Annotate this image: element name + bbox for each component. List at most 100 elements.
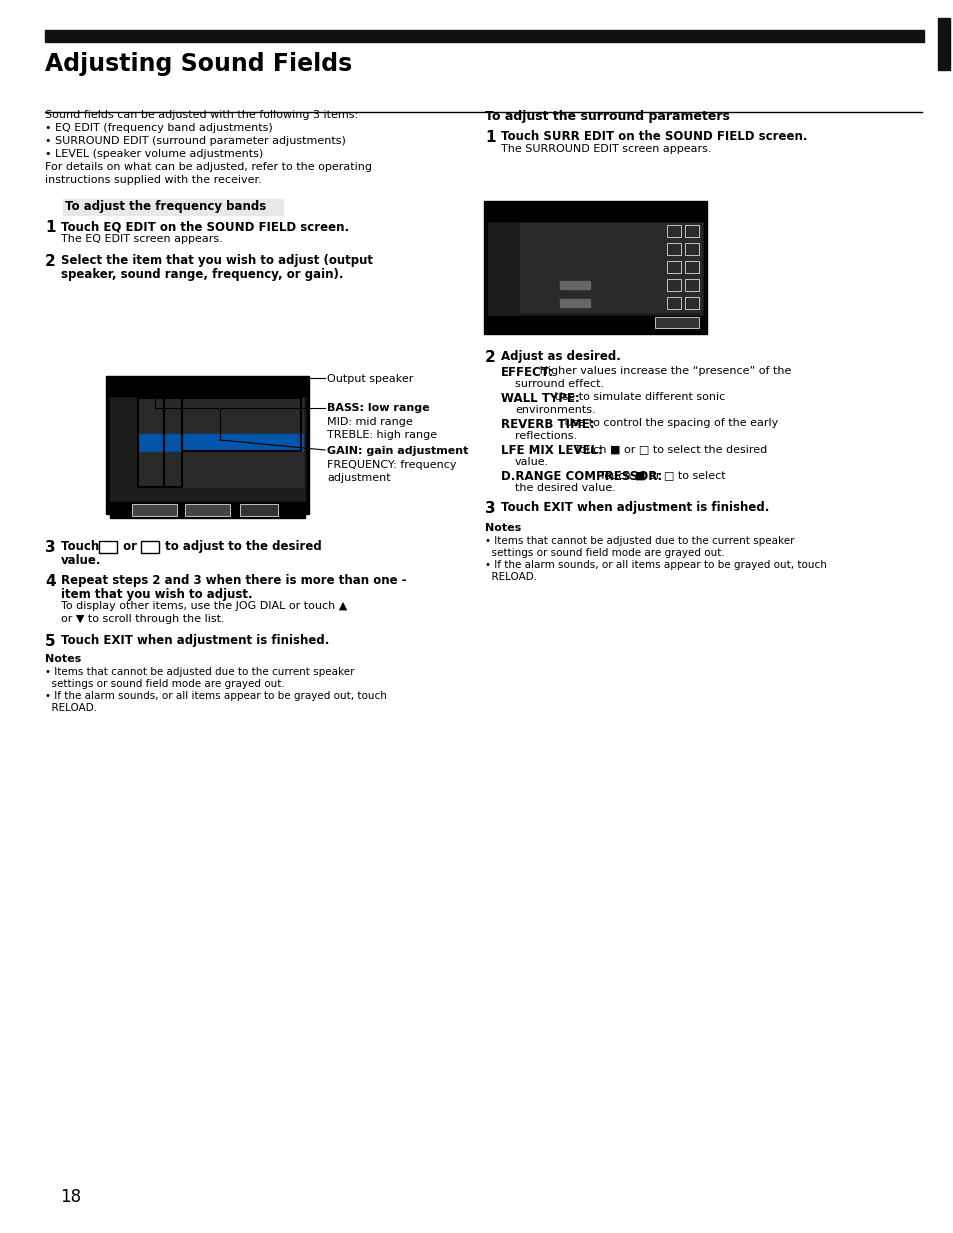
Bar (185, 504, 230, 515)
Text: –: – (672, 263, 675, 268)
Text: • SURROUND EDIT (surround parameter adjustments): • SURROUND EDIT (surround parameter adju… (45, 136, 346, 145)
Bar (488, 205, 702, 221)
Bar (99, 541, 117, 552)
Text: GAIN:: GAIN: (184, 472, 199, 477)
Text: WALL
TYPE: WALL TYPE (521, 243, 535, 254)
Text: FRONT: FRONT (140, 436, 158, 441)
Text: FILLOAD: FILLOAD (489, 313, 506, 317)
Bar (106, 376, 309, 514)
Text: FREQUENCY: frequency: FREQUENCY: frequency (327, 460, 456, 470)
Text: SURROUND EDIT: SURROUND EDIT (618, 207, 670, 212)
Bar (63, 199, 283, 215)
Text: To adjust the surround parameters: To adjust the surround parameters (484, 110, 729, 123)
Text: 0dB: 0dB (235, 472, 246, 477)
Text: surround effect.: surround effect. (515, 379, 603, 388)
Text: the desired value.: the desired value. (515, 483, 616, 493)
Text: To adjust the frequency bands: To adjust the frequency bands (65, 200, 266, 213)
Text: +: + (203, 506, 213, 515)
Text: Output speaker: Output speaker (327, 374, 413, 383)
Text: 1: 1 (484, 129, 495, 145)
Text: 18: 18 (60, 1189, 81, 1206)
Bar (519, 223, 700, 240)
Bar (655, 317, 699, 328)
Text: • Items that cannot be adjusted due to the current speaker: • Items that cannot be adjusted due to t… (45, 667, 355, 677)
Text: +: + (689, 227, 694, 232)
Text: Select the item that you wish to adjust (output: Select the item that you wish to adjust … (61, 254, 373, 268)
Text: settings or sound field mode are grayed out.: settings or sound field mode are grayed … (484, 547, 724, 559)
Bar (488, 316, 702, 330)
Text: Touch EXIT when adjustment is finished.: Touch EXIT when adjustment is finished. (61, 634, 329, 647)
Text: +: + (689, 245, 694, 250)
Text: FUNCTN: FUNCTN (111, 398, 131, 403)
Text: 3: 3 (484, 501, 496, 515)
Bar (138, 398, 303, 416)
Text: FREQUENCY:: FREQUENCY: (184, 418, 218, 423)
Bar (684, 279, 699, 291)
Text: +10dB: +10dB (227, 399, 246, 404)
Bar (684, 224, 699, 237)
Text: instructions supplied with the receiver.: instructions supplied with the receiver. (45, 175, 261, 185)
Text: 2: 2 (45, 254, 55, 269)
Text: Notes: Notes (484, 523, 520, 533)
Text: EQ EDIT: EQ EDIT (245, 382, 273, 388)
Bar (559, 281, 589, 289)
Text: WALL TYPE:: WALL TYPE: (500, 392, 579, 404)
Text: +: + (689, 281, 694, 286)
Text: RELOAD: RELOAD (111, 493, 131, 498)
Text: –: – (672, 298, 675, 305)
Bar (138, 470, 303, 487)
Text: RELOAD.: RELOAD. (45, 703, 97, 713)
Text: Repeat steps 2 and 3 when there is more than one -: Repeat steps 2 and 3 when there is more … (61, 575, 406, 587)
Text: SETUP: SETUP (111, 473, 127, 478)
Text: –: – (672, 245, 675, 250)
Bar (138, 453, 303, 469)
Bar (110, 380, 305, 510)
Bar (666, 297, 680, 309)
Text: HARD: HARD (564, 243, 578, 248)
Text: value.: value. (515, 457, 549, 467)
Text: Touch: Touch (61, 540, 103, 552)
Text: BAS: BAS (166, 399, 176, 404)
Text: 1: 1 (45, 219, 55, 236)
Bar (666, 243, 680, 255)
Text: BAL: BAL (564, 224, 574, 231)
Bar (132, 504, 177, 515)
Text: LFE MIX
LEVEL: LFE MIX LEVEL (521, 279, 540, 290)
Text: +1dB: +1dB (231, 436, 246, 441)
Text: RELOAD.: RELOAD. (484, 572, 537, 582)
Text: reflections.: reflections. (515, 432, 577, 441)
Text: or: or (119, 540, 141, 552)
Text: SOUND  FIELD: SOUND FIELD (140, 382, 212, 391)
Text: REVERB
TIME: REVERB TIME (521, 261, 541, 271)
Text: MAX: MAX (595, 297, 605, 302)
Text: SOUN
FIEL: SOUN FIEL (489, 240, 501, 249)
Text: 3: 3 (45, 540, 55, 555)
Text: 2: 2 (484, 350, 496, 365)
Text: • If the alarm sounds, or all items appear to be grayed out, touch: • If the alarm sounds, or all items appe… (484, 560, 826, 570)
Text: item that you wish to adjust.: item that you wish to adjust. (61, 588, 253, 600)
Text: +: + (103, 543, 112, 552)
Text: GAIN: gain adjustment: GAIN: gain adjustment (327, 446, 468, 456)
Text: adjustment: adjustment (327, 473, 390, 483)
Text: 2.5kHz: 2.5kHz (227, 454, 246, 459)
Text: +: + (689, 298, 694, 305)
Text: The EQ EDIT screen appears.: The EQ EDIT screen appears. (61, 234, 222, 244)
Bar (519, 240, 700, 258)
Bar (666, 224, 680, 237)
Bar (138, 434, 303, 451)
Text: LIST: LIST (111, 436, 121, 441)
Text: TRE: TRE (166, 454, 176, 459)
Text: SOUND  FIELD: SOUND FIELD (516, 207, 581, 216)
Bar (141, 541, 159, 552)
Text: Use to simulate different sonic: Use to simulate different sonic (551, 392, 724, 402)
Text: Touch EQ EDIT on the SOUND FIELD screen.: Touch EQ EDIT on the SOUND FIELD screen. (61, 219, 349, 233)
Bar (684, 261, 699, 272)
Text: Adjust as desired.: Adjust as desired. (500, 350, 620, 363)
Text: FRONT: FRONT (140, 399, 158, 404)
Text: –: – (152, 506, 157, 515)
Text: Notes: Notes (45, 653, 81, 665)
Bar (519, 277, 700, 293)
Text: 5: 5 (45, 634, 55, 649)
Text: BASS: low range: BASS: low range (327, 403, 429, 413)
Text: Adjusting Sound Fields: Adjusting Sound Fields (45, 52, 352, 76)
